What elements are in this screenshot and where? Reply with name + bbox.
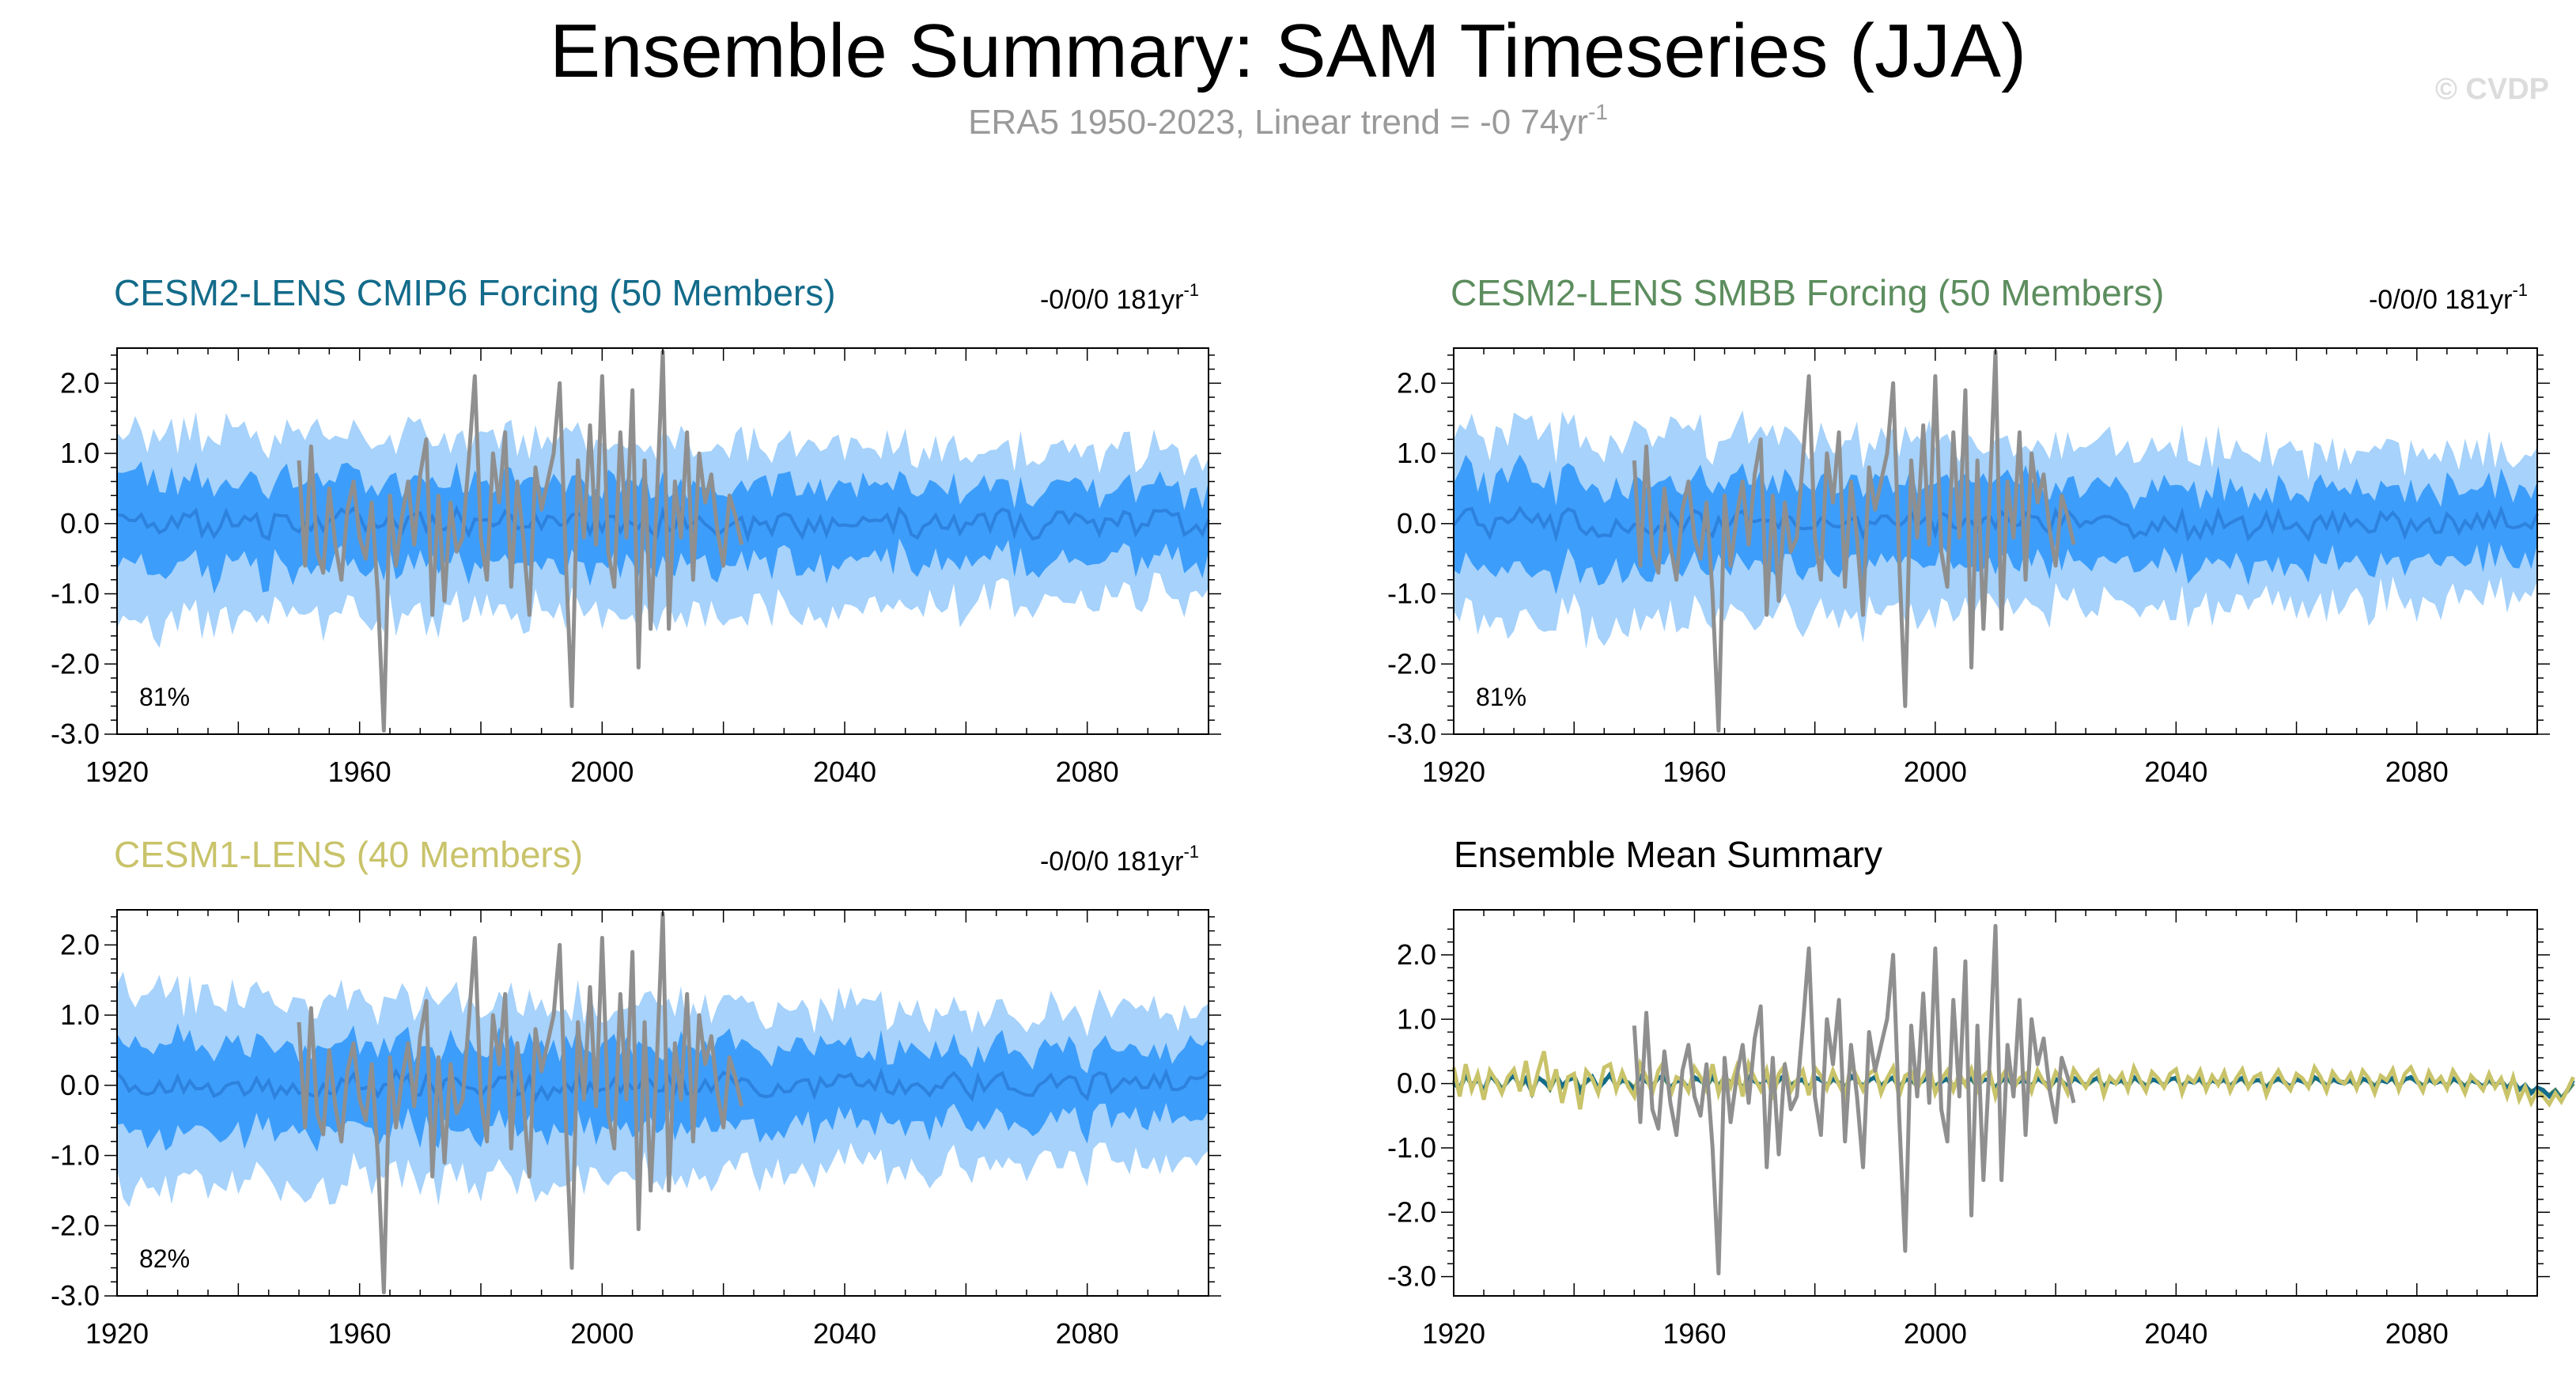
x-tick-label: 2080 xyxy=(2385,1317,2449,1350)
panel-title: CESM2-LENS SMBB Forcing (50 Members) xyxy=(1451,272,2164,313)
y-tick-label: 2.0 xyxy=(1397,938,1436,971)
y-tick-label: 2.0 xyxy=(60,928,100,960)
y-tick-label: -1.0 xyxy=(1387,1131,1436,1164)
x-tick-label: 2040 xyxy=(813,1317,876,1350)
ensemble-mean-line xyxy=(1452,505,2539,544)
percent-label: 81% xyxy=(1476,683,1526,711)
y-tick-label: 0.0 xyxy=(1397,1067,1436,1100)
x-tick-label: 2080 xyxy=(1056,1317,1119,1350)
chart-panel-3: CESM1-LENS (40 Members) -0/0/0 181yr-1 82%… xyxy=(51,834,1221,1350)
x-tick-label: 1920 xyxy=(1422,1317,1485,1350)
y-tick-label: 2.0 xyxy=(60,366,100,399)
y-tick-label: -3.0 xyxy=(51,718,100,750)
y-tick-label: -1.0 xyxy=(51,578,100,610)
panel-title: Ensemble Mean Summary xyxy=(1454,834,1882,875)
x-tick-label: 2040 xyxy=(2144,756,2207,788)
y-tick-label: -2.0 xyxy=(1387,1195,1436,1228)
x-tick-label: 2000 xyxy=(570,756,634,788)
era5-obs-line xyxy=(297,911,744,1295)
trend-label-exponent: -1 xyxy=(2512,280,2528,300)
panel-title: CESM1-LENS (40 Members) xyxy=(114,834,583,875)
x-tick-label: 2080 xyxy=(1056,756,1119,788)
copyright-mark: © CVDP xyxy=(2434,73,2549,106)
y-tick-label: -2.0 xyxy=(1387,647,1436,680)
panel-title: CESM2-LENS CMIP6 Forcing (50 Members) xyxy=(114,272,836,313)
x-tick-label: 2080 xyxy=(2385,756,2449,788)
x-tick-label: 1920 xyxy=(1422,756,1485,788)
ensemble-mean-line xyxy=(116,505,1210,544)
ensemble-mean-line xyxy=(115,1067,1210,1103)
trend-label-text: -0/0/0 181yr xyxy=(2369,285,2512,315)
x-tick-label: 2000 xyxy=(570,1317,634,1350)
subtitle-text: ERA5 1950-2023, Linear trend = -0 74yr xyxy=(968,103,1589,142)
x-tick-label: 1960 xyxy=(328,1317,392,1350)
percent-label: 82% xyxy=(139,1244,190,1273)
trend-label-exponent: -1 xyxy=(1183,280,1199,300)
chart-panel-2: CESM2-LENS SMBB Forcing (50 Members) -0/0… xyxy=(1387,272,2550,788)
x-tick-label: 1920 xyxy=(85,756,149,788)
trend-label: -0/0/0 181yr-1 xyxy=(1040,842,1199,877)
y-tick-label: -1.0 xyxy=(1387,578,1436,610)
x-tick-label: 2040 xyxy=(2144,1317,2207,1350)
x-tick-label: 2000 xyxy=(1904,1317,1967,1350)
y-tick-label: 2.0 xyxy=(1397,366,1436,399)
x-tick-label: 1960 xyxy=(1662,1317,1726,1350)
y-tick-label: -2.0 xyxy=(51,647,100,680)
y-tick-label: 1.0 xyxy=(1397,437,1436,469)
trend-label-exponent: -1 xyxy=(1183,842,1199,862)
subtitle-exponent: -1 xyxy=(1588,100,1608,124)
y-tick-label: -3.0 xyxy=(1387,1260,1436,1293)
figure-title: Ensemble Summary: SAM Timeseries (JJA) xyxy=(549,9,2027,93)
trend-label-text: -0/0/0 181yr xyxy=(1040,847,1183,877)
chart-panel-1: CESM2-LENS CMIP6 Forcing (50 Members) -0/… xyxy=(51,272,1221,788)
y-tick-label: 0.0 xyxy=(60,507,100,540)
x-tick-label: 2040 xyxy=(813,756,876,788)
y-tick-label: 0.0 xyxy=(1397,507,1436,540)
percent-label: 81% xyxy=(139,683,190,711)
y-tick-label: -2.0 xyxy=(51,1209,100,1241)
chart-panel-4: Ensemble Mean Summary 1920 1960 2000 2040 208… xyxy=(1387,834,2575,1350)
y-tick-label: 0.0 xyxy=(60,1069,100,1101)
era5-obs-line xyxy=(297,349,744,733)
y-tick-label: -1.0 xyxy=(51,1139,100,1172)
era5-obs-line xyxy=(1632,349,2076,733)
x-tick-label: 2000 xyxy=(1904,756,1967,788)
figure-subtitle: ERA5 1950-2023, Linear trend = -0 74yr-1 xyxy=(0,101,2576,144)
y-tick-label: 1.0 xyxy=(1397,1002,1436,1035)
x-tick-label: 1960 xyxy=(1662,756,1726,788)
y-tick-label: -3.0 xyxy=(51,1279,100,1312)
y-tick-label: -3.0 xyxy=(1387,718,1436,750)
y-tick-label: 1.0 xyxy=(60,437,100,469)
era5-obs-line xyxy=(1632,923,2076,1276)
trend-label: -0/0/0 181yr-1 xyxy=(2369,280,2528,315)
trend-label-text: -0/0/0 181yr xyxy=(1040,285,1183,315)
y-tick-label: 1.0 xyxy=(60,998,100,1031)
trend-label: -0/0/0 181yr-1 xyxy=(1040,280,1199,315)
x-tick-label: 1960 xyxy=(328,756,392,788)
x-tick-label: 1920 xyxy=(85,1317,149,1350)
